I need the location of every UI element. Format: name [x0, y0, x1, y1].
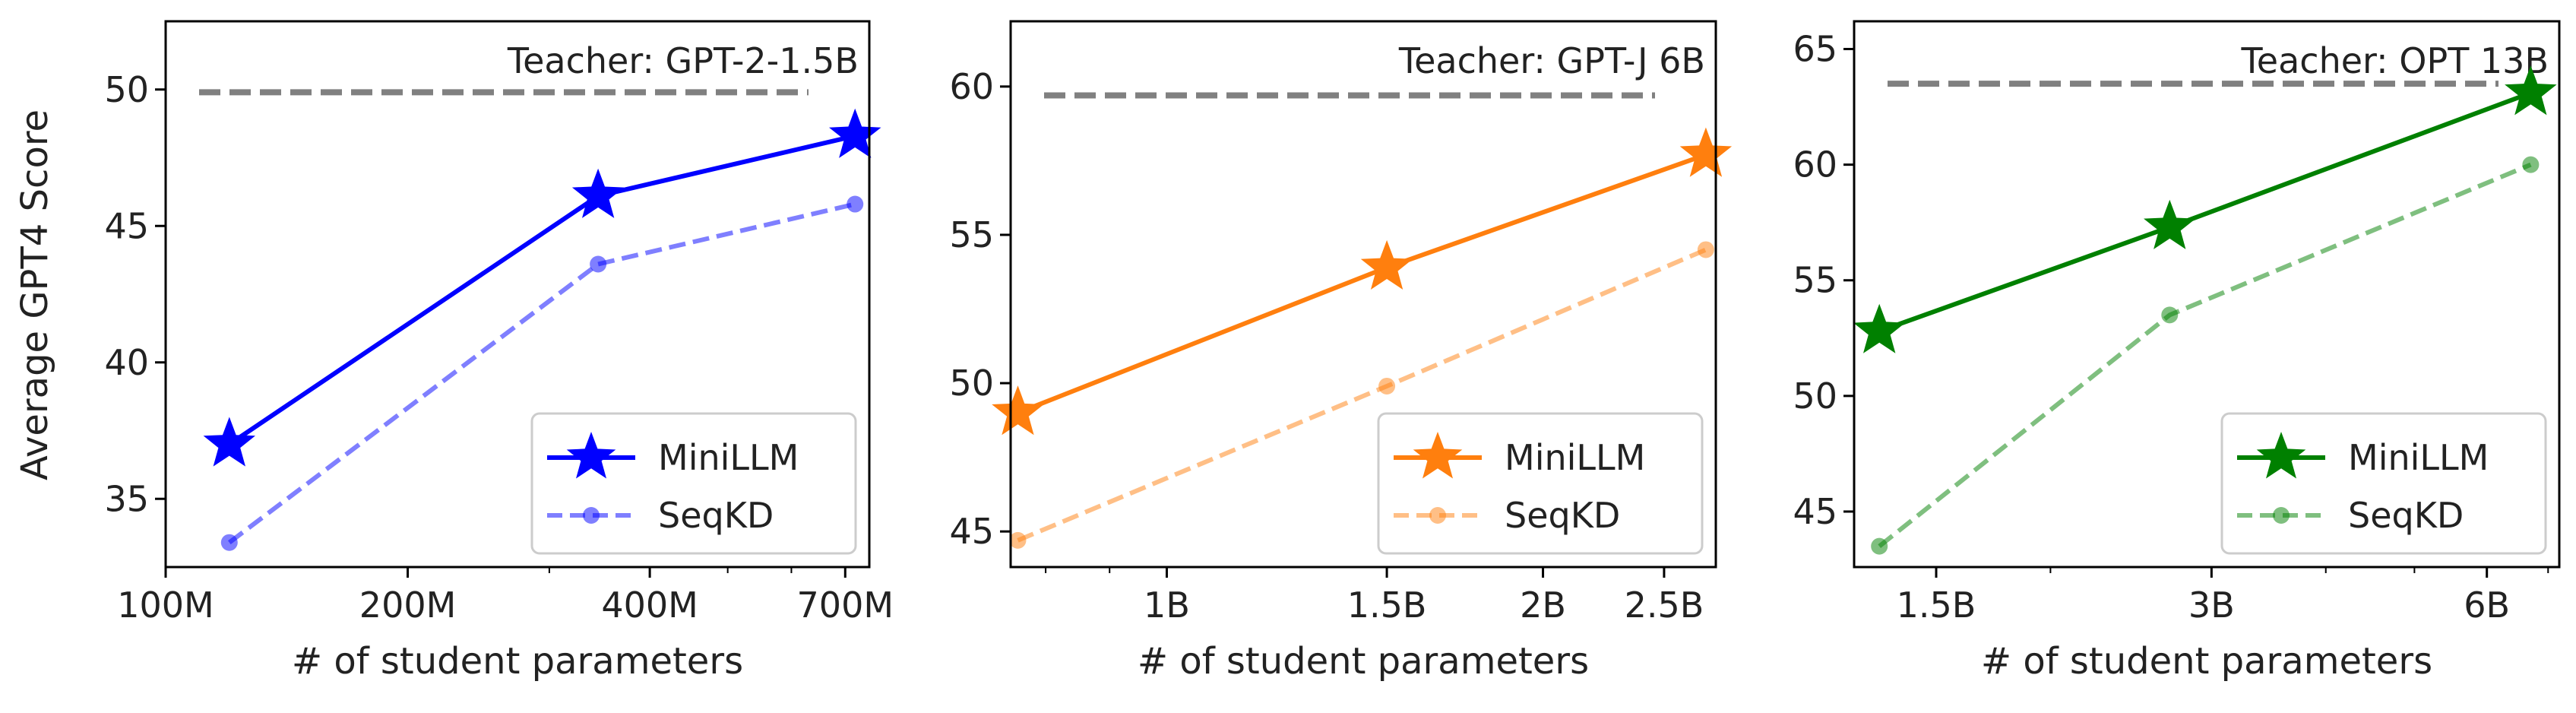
plot-frame: [164, 20, 871, 569]
legend-dot-icon: [1429, 507, 1446, 524]
seqkd-point: [1009, 531, 1027, 549]
x-tick-label: 2B: [1520, 585, 1566, 626]
y-tick-label: 55: [949, 214, 994, 255]
minillm-point: [829, 108, 881, 158]
seqkd-point: [1871, 537, 1888, 555]
y-tick-label: 35: [104, 478, 149, 519]
minillm-line: [1878, 90, 2532, 334]
minillm-point: [571, 168, 625, 218]
plot-frame: [1853, 20, 2561, 569]
legend-dot-icon: [2273, 507, 2290, 524]
x-axis-label: # of student parameters: [292, 640, 743, 683]
seqkd-point: [847, 195, 864, 213]
y-tick-label: 50: [949, 363, 994, 404]
x-tick-label: 1B: [1144, 585, 1190, 626]
plot-frame: [1009, 20, 1717, 569]
y-tick-label: 60: [1793, 144, 1837, 185]
seqkd-point: [1697, 241, 1714, 258]
x-axis-label: # of student parameters: [1138, 640, 1589, 683]
legend-seqkd-label: SeqKD: [1505, 495, 1620, 536]
chart-panel-1: 35 40 45 50 100M 200M 400M 700M # of student par…: [104, 20, 894, 683]
seqkd-point: [2522, 156, 2540, 173]
seqkd-line: [227, 201, 856, 545]
minillm-point: [2144, 199, 2196, 249]
x-tick-label: 3B: [2188, 585, 2235, 626]
legend-star-icon: [2256, 432, 2306, 479]
x-tick-label: 2.5B: [1625, 585, 1704, 626]
teacher-label: Teacher: OPT 13B: [2241, 40, 2549, 81]
minillm-line: [228, 133, 856, 446]
x-tick-label: 400M: [601, 585, 698, 626]
minillm-point: [1360, 239, 1413, 290]
seqkd-point: [220, 534, 238, 551]
legend-minillm-label: MiniLLM: [1505, 437, 1645, 478]
y-tick-label: 55: [1793, 260, 1837, 301]
seqkd-point: [2161, 306, 2179, 324]
chart-panel-3: 45 50 55 60 65 1.5B 3B 6B # of student parameter…: [1793, 20, 2561, 683]
x-axis-label: # of student parameters: [1981, 640, 2432, 683]
x-tick-label: 100M: [117, 585, 214, 626]
legend-minillm-label: MiniLLM: [2348, 437, 2489, 478]
x-tick-label: 700M: [797, 585, 894, 626]
legend: MiniLLM SeqKD: [2220, 412, 2547, 555]
panels: 35 40 45 50 100M 200M 400M 700M # of student par…: [104, 20, 2561, 683]
x-tick-label: 200M: [359, 585, 457, 626]
teacher-label: Teacher: GPT-J 6B: [1398, 40, 1705, 81]
y-tick-label: 50: [104, 69, 149, 110]
x-tick-label: 6B: [2464, 585, 2510, 626]
legend: MiniLLM SeqKD: [530, 412, 857, 555]
legend-star-icon: [566, 432, 616, 479]
minillm-point: [2505, 65, 2557, 116]
legend-frame: [2220, 412, 2547, 555]
y-tick-label: 45: [104, 205, 149, 246]
legend: MiniLLM SeqKD: [1377, 412, 1704, 555]
teacher-label: Teacher: GPT-2-1.5B: [507, 40, 859, 81]
legend-seqkd-label: SeqKD: [2348, 495, 2464, 536]
legend-dot-icon: [583, 507, 600, 524]
seqkd-point: [590, 255, 607, 273]
legend-seqkd-label: SeqKD: [658, 495, 774, 536]
y-tick-label: 50: [1793, 376, 1837, 417]
minillm-line: [1017, 152, 1707, 415]
legend-minillm-label: MiniLLM: [658, 437, 799, 478]
seqkd-point: [1378, 377, 1396, 395]
x-tick-label: 1.5B: [1897, 585, 1976, 626]
y-tick-label: 45: [949, 511, 994, 552]
x-tick-label: 1.5B: [1347, 585, 1427, 626]
legend-frame: [530, 412, 857, 555]
y-tick-label: 40: [104, 342, 149, 383]
legend-star-icon: [1413, 432, 1463, 479]
y-tick-label: 45: [1793, 491, 1837, 532]
y-axis-label: Average GPT4 Score: [14, 109, 56, 480]
minillm-point: [1679, 127, 1733, 177]
chart-panel-2: 45 50 55 60 1B 1.5B 2B 2.5B # of student paramet…: [949, 20, 1733, 683]
minillm-point: [1853, 303, 1906, 353]
minillm-point: [203, 417, 255, 467]
y-tick-label: 65: [1793, 29, 1837, 70]
y-tick-label: 60: [949, 66, 994, 107]
legend-frame: [1377, 412, 1704, 555]
minillm-point: [992, 385, 1044, 436]
